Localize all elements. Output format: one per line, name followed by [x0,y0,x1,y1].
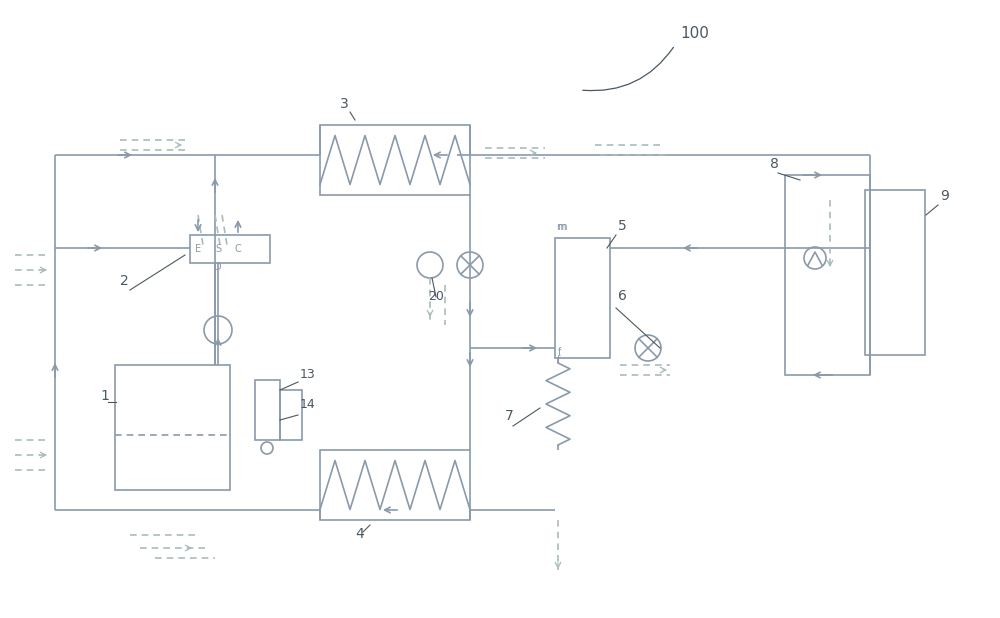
Bar [280,390,302,440]
Text: 14: 14 [300,398,316,411]
Text: 100: 100 [680,26,709,41]
Bar [255,380,280,440]
Text: f: f [558,347,561,357]
Bar [785,175,870,375]
Bar [555,238,610,358]
Text: 5: 5 [618,219,627,233]
Bar [320,450,470,520]
FancyArrowPatch shape [583,48,673,91]
Bar [115,365,230,490]
Text: 7: 7 [505,409,514,423]
Text: m: m [557,222,566,232]
Text: E: E [195,244,201,254]
Text: 4: 4 [355,527,364,541]
Text: 13: 13 [300,368,316,381]
Text: S: S [215,244,221,254]
Text: D: D [214,262,222,272]
Text: 20: 20 [428,290,444,303]
Text: 8: 8 [770,157,779,171]
Text: 9: 9 [940,189,949,203]
Bar [190,235,270,263]
Text: m: m [556,222,566,232]
Text: 3: 3 [340,97,349,111]
Bar [320,125,470,195]
Text: 6: 6 [618,289,627,303]
Text: 1: 1 [100,389,109,403]
Bar [865,190,925,355]
Text: C: C [235,244,241,254]
Text: f: f [557,355,560,365]
Text: 2: 2 [120,274,129,288]
